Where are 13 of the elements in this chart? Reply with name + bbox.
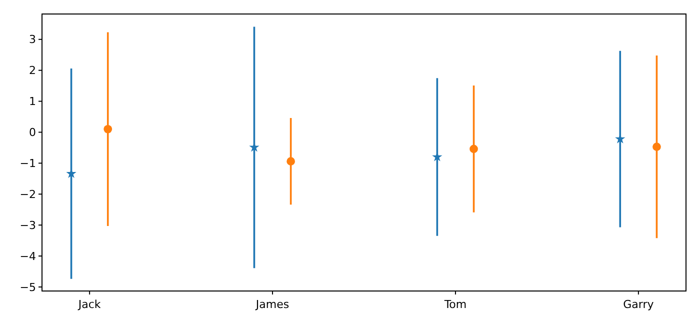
- x-tick-label: Tom: [443, 298, 467, 311]
- y-tick-label: −5: [20, 280, 36, 294]
- y-tick-label: 0: [29, 126, 36, 140]
- y-tick-label: −4: [20, 250, 36, 263]
- x-tick-label: James: [254, 298, 290, 311]
- x-tick-label: Jack: [77, 298, 102, 311]
- x-tick-label: Garry: [623, 298, 654, 311]
- y-tick-label: 2: [29, 64, 36, 78]
- y-tick-label: −2: [20, 188, 36, 201]
- y-tick-label: 1: [29, 95, 36, 108]
- y-tick-label: −3: [20, 218, 36, 232]
- y-tick-label: −1: [20, 157, 36, 170]
- y-tick-label: 3: [29, 33, 36, 46]
